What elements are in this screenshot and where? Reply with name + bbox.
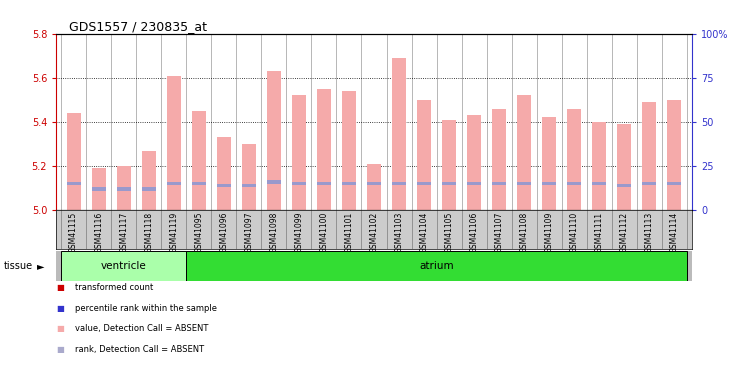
Text: GSM41110: GSM41110 — [570, 212, 579, 253]
Bar — [617, 124, 631, 210]
Bar — [542, 117, 556, 210]
Bar — [67, 182, 81, 185]
Text: GSM41101: GSM41101 — [345, 212, 354, 253]
Bar — [643, 102, 656, 210]
Text: tissue: tissue — [4, 261, 33, 271]
Bar — [292, 96, 306, 210]
Bar — [468, 115, 481, 210]
Bar — [442, 182, 456, 185]
Text: GSM41100: GSM41100 — [319, 212, 328, 254]
Text: GSM41109: GSM41109 — [545, 212, 554, 254]
Bar — [342, 182, 356, 185]
Bar — [142, 187, 156, 190]
Bar — [492, 109, 506, 210]
Bar — [192, 111, 206, 210]
Text: GSM41103: GSM41103 — [394, 212, 403, 254]
Bar — [568, 182, 581, 185]
Text: GSM41117: GSM41117 — [119, 212, 128, 253]
Text: ■: ■ — [56, 324, 64, 333]
Bar — [217, 137, 230, 210]
Bar — [92, 168, 105, 210]
Bar — [117, 166, 131, 210]
Bar — [142, 150, 156, 210]
Bar — [417, 182, 431, 185]
Text: rank, Detection Call = ABSENT: rank, Detection Call = ABSENT — [75, 345, 204, 354]
Bar — [367, 164, 381, 210]
Text: ventricle: ventricle — [101, 261, 147, 271]
Bar — [568, 109, 581, 210]
Text: GSM41096: GSM41096 — [219, 212, 228, 254]
Text: GSM41099: GSM41099 — [295, 212, 304, 254]
Bar — [117, 187, 131, 190]
Text: ■: ■ — [56, 304, 64, 313]
Bar — [667, 100, 681, 210]
Bar — [92, 187, 105, 190]
Text: GSM41111: GSM41111 — [595, 212, 604, 253]
Text: value, Detection Call = ABSENT: value, Detection Call = ABSENT — [75, 324, 208, 333]
Text: GSM41102: GSM41102 — [370, 212, 378, 253]
Text: GDS1557 / 230835_at: GDS1557 / 230835_at — [69, 20, 206, 33]
Bar — [518, 96, 531, 210]
Bar — [518, 182, 531, 185]
Text: GSM41097: GSM41097 — [245, 212, 254, 254]
Bar — [643, 182, 656, 185]
Bar — [592, 122, 606, 210]
Bar — [468, 182, 481, 185]
Text: GSM41115: GSM41115 — [69, 212, 78, 253]
Text: GSM41107: GSM41107 — [494, 212, 503, 254]
Bar — [617, 183, 631, 187]
Bar — [342, 91, 356, 210]
Bar — [217, 183, 230, 187]
Bar — [242, 183, 256, 187]
Text: ■: ■ — [56, 345, 64, 354]
Text: atrium: atrium — [420, 261, 454, 271]
Bar — [267, 180, 280, 184]
Text: GSM41112: GSM41112 — [620, 212, 629, 253]
Bar — [667, 182, 681, 185]
Text: GSM41104: GSM41104 — [420, 212, 429, 254]
Text: GSM41113: GSM41113 — [645, 212, 654, 253]
Text: GSM41105: GSM41105 — [444, 212, 453, 254]
Bar — [492, 182, 506, 185]
Text: GSM41118: GSM41118 — [144, 212, 153, 253]
Text: GSM41116: GSM41116 — [94, 212, 103, 253]
Bar — [186, 251, 687, 281]
Text: transformed count: transformed count — [75, 283, 153, 292]
Bar — [317, 182, 331, 185]
Bar — [192, 182, 206, 185]
Text: percentile rank within the sample: percentile rank within the sample — [75, 304, 217, 313]
Bar — [542, 182, 556, 185]
Bar — [67, 113, 81, 210]
Bar — [242, 144, 256, 210]
Bar — [367, 182, 381, 185]
Text: ►: ► — [37, 261, 45, 271]
Text: GSM41114: GSM41114 — [670, 212, 679, 253]
Text: GSM41119: GSM41119 — [169, 212, 178, 253]
Bar — [267, 71, 280, 210]
Bar — [292, 182, 306, 185]
Text: GSM41095: GSM41095 — [194, 212, 203, 254]
Text: ■: ■ — [56, 283, 64, 292]
Bar — [592, 182, 606, 185]
Bar — [392, 182, 406, 185]
Bar — [392, 58, 406, 210]
Bar — [442, 120, 456, 210]
Bar — [61, 251, 186, 281]
Bar — [317, 89, 331, 210]
Bar — [167, 182, 180, 185]
Bar — [167, 76, 180, 210]
Text: GSM41108: GSM41108 — [520, 212, 529, 253]
Bar — [417, 100, 431, 210]
Text: GSM41106: GSM41106 — [470, 212, 479, 254]
Text: GSM41098: GSM41098 — [269, 212, 278, 254]
